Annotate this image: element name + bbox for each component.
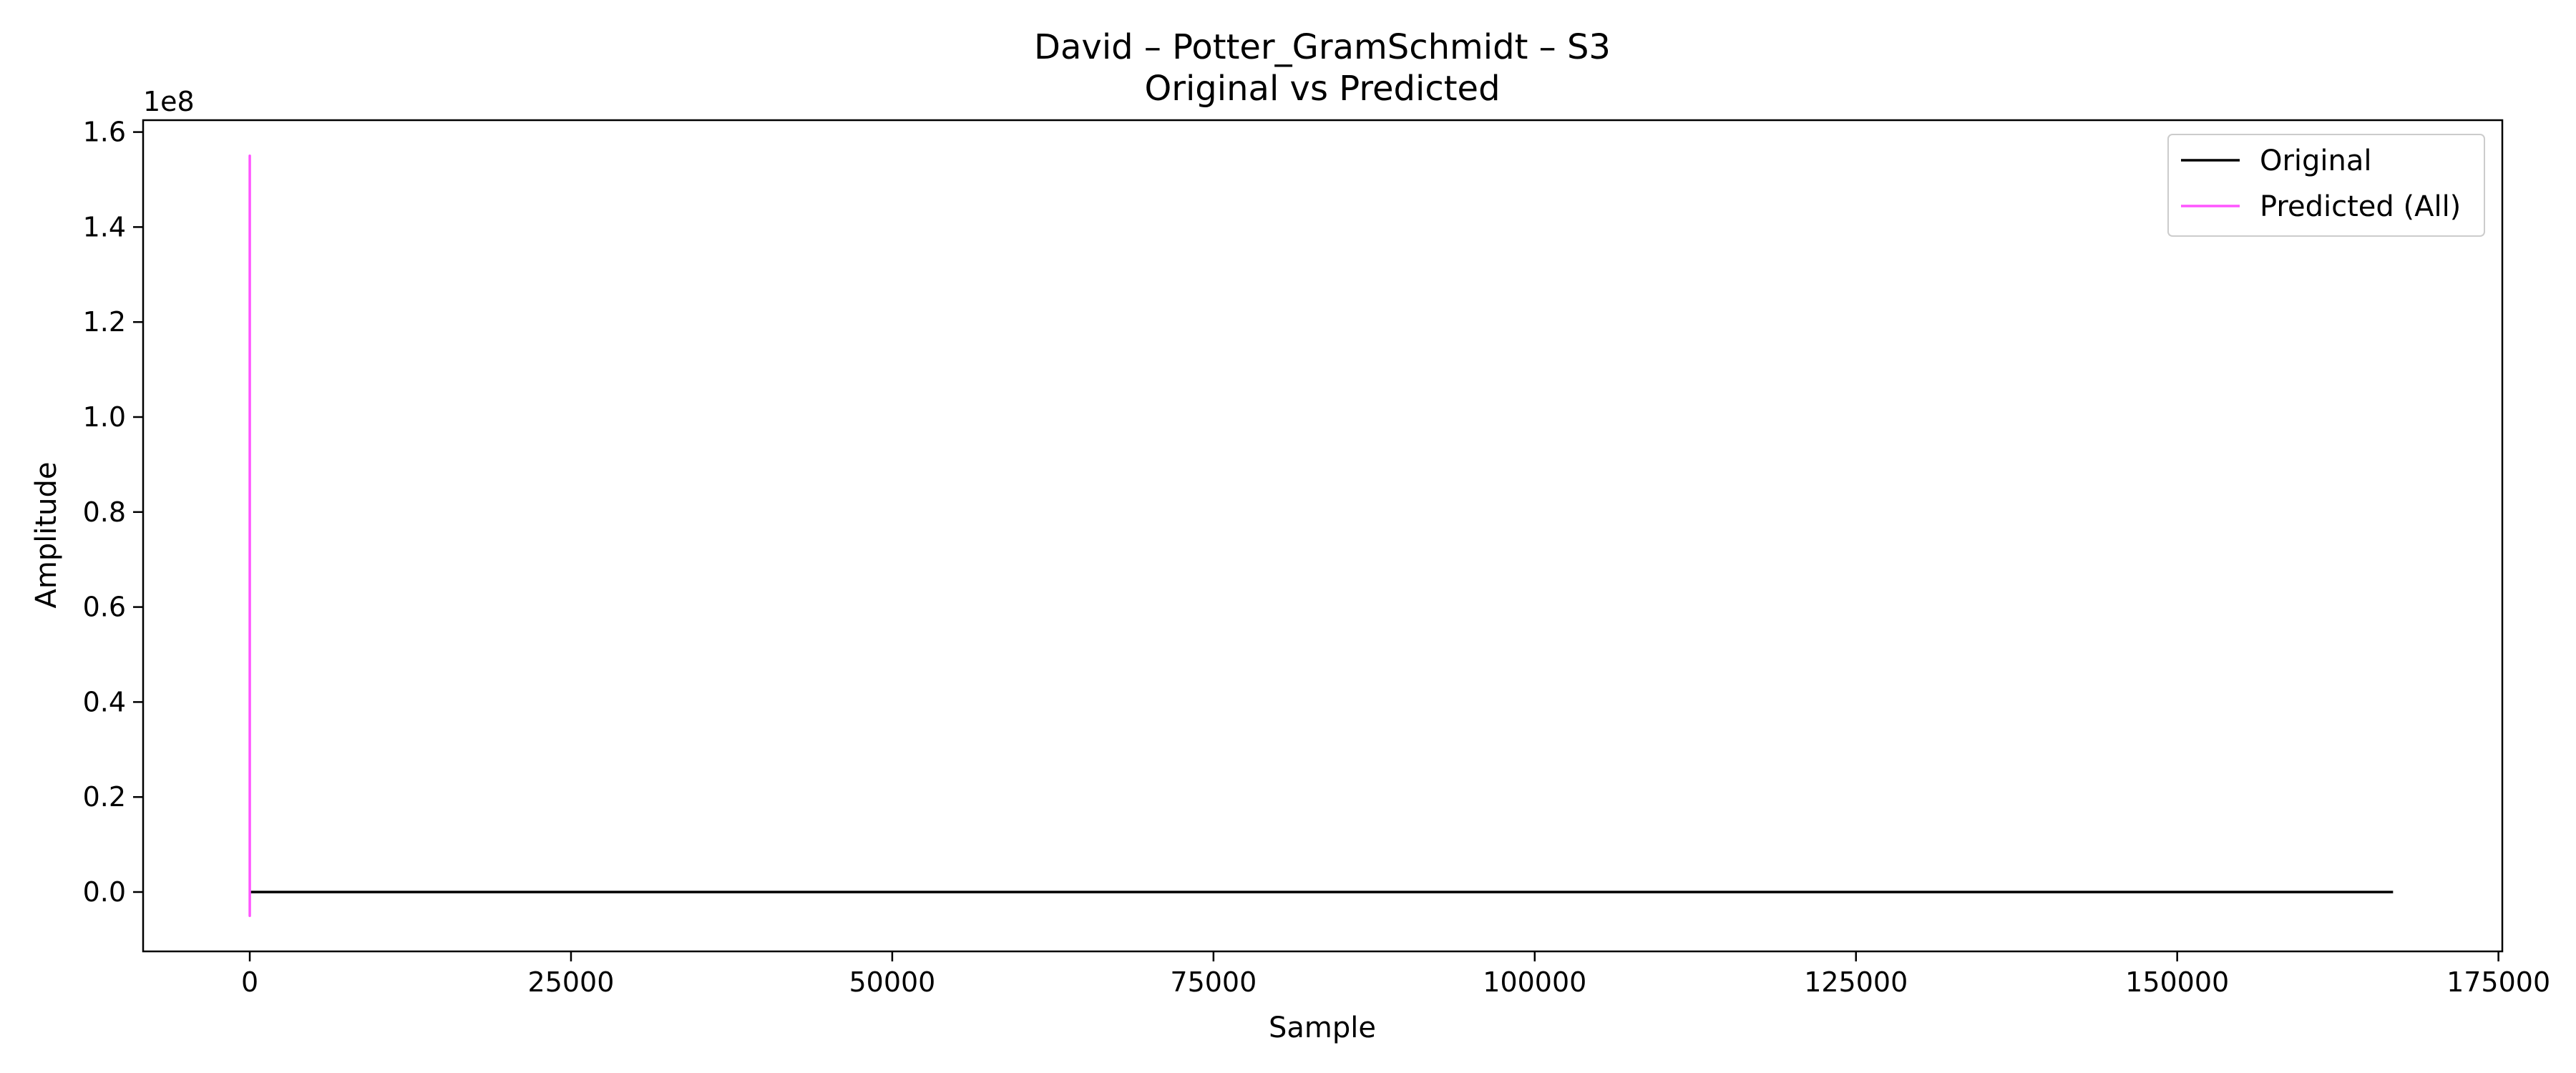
y-tick-label: 0.2: [83, 781, 126, 813]
legend: Original Predicted (All): [2167, 134, 2485, 237]
y-tick-label: 1.4: [83, 211, 126, 242]
y-tick-label: 0.6: [83, 592, 126, 623]
plot-frame: [142, 119, 2504, 953]
x-tick-label: 50000: [849, 966, 935, 998]
y-tick-label: 0.0: [83, 876, 126, 908]
legend-label-predicted-all: Predicted (All): [2260, 190, 2461, 223]
x-tick-label: 100000: [1483, 966, 1586, 998]
y-axis: 0.0 0.2 0.4 0.6 0.8 1.0 1.2 1.4 1.6: [83, 117, 143, 908]
x-axis: 0 25000 50000 75000 100000 125000 150000 175000: [241, 951, 2550, 998]
x-axis-label: Sample: [1269, 1011, 1376, 1044]
y-tick-label: 0.4: [83, 686, 126, 717]
y-tick-label: 1.0: [83, 401, 126, 433]
x-tick-label: 75000: [1170, 966, 1257, 998]
x-tick-label: 150000: [2125, 966, 2229, 998]
legend-label-original: Original: [2260, 144, 2372, 177]
y-axis-label: Amplitude: [30, 462, 63, 609]
plot-area: [142, 119, 2504, 953]
series-layer: [248, 155, 2394, 917]
y-axis-offset-label: 1e8: [143, 86, 195, 117]
x-tick-label: 175000: [2446, 966, 2550, 998]
chart-title: David – Potter_GramSchmidt – S3: [1034, 27, 1611, 67]
legend-box: [2167, 134, 2485, 237]
y-tick-label: 0.8: [83, 496, 126, 528]
chart-subtitle: Original vs Predicted: [1144, 69, 1500, 109]
y-tick-label: 1.2: [83, 306, 126, 338]
y-tick-label: 1.6: [83, 117, 126, 148]
x-tick-label: 25000: [528, 966, 615, 998]
x-tick-label: 0: [241, 966, 258, 998]
x-tick-label: 125000: [1804, 966, 1908, 998]
